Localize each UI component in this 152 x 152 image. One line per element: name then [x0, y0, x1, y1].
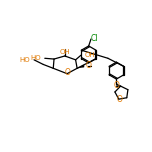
- Text: O: O: [64, 68, 70, 77]
- Polygon shape: [77, 65, 84, 68]
- Polygon shape: [116, 84, 121, 86]
- Text: OH: OH: [85, 52, 95, 58]
- Text: O: O: [117, 95, 123, 104]
- Text: HO: HO: [30, 55, 41, 61]
- Text: OH: OH: [59, 49, 70, 55]
- Text: O: O: [86, 61, 92, 71]
- Text: HO: HO: [20, 57, 30, 63]
- Text: O: O: [113, 81, 119, 90]
- Text: Cl: Cl: [90, 34, 98, 43]
